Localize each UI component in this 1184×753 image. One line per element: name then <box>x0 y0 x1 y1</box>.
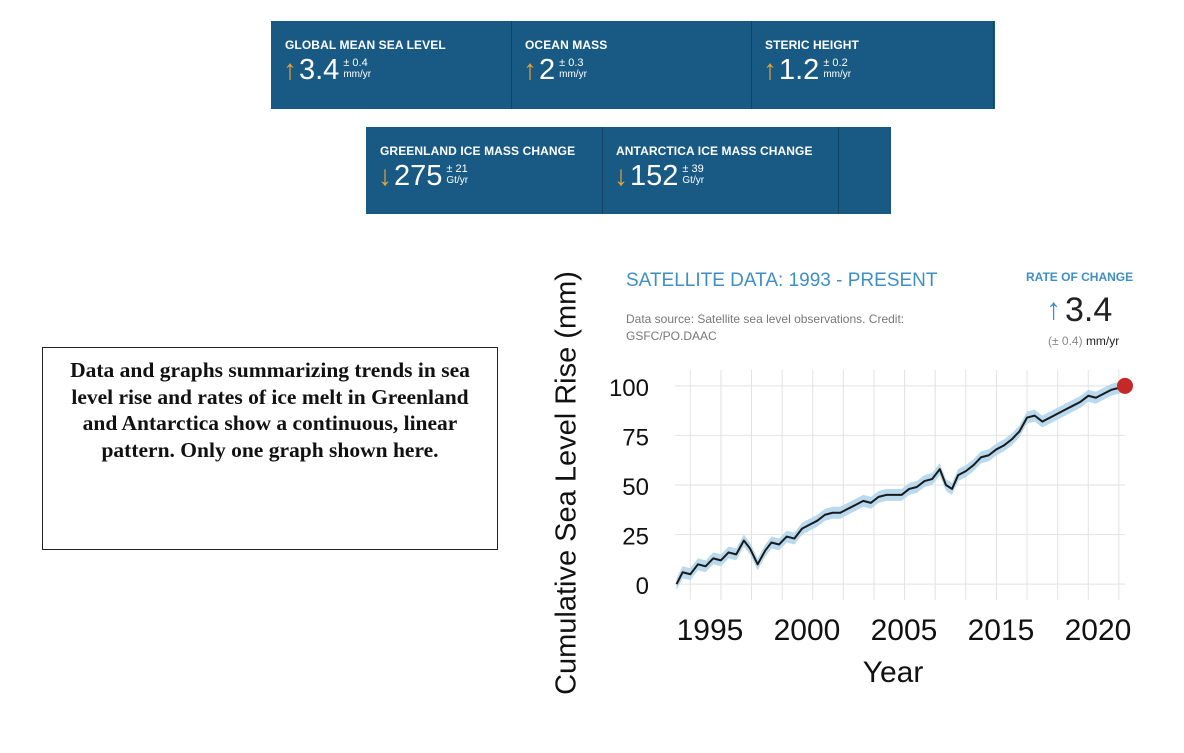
tile-uncertainty: ± 0.2 <box>823 57 848 69</box>
tile-value: 275 <box>394 160 443 192</box>
latest-point-marker <box>1117 377 1133 394</box>
arrow-up-icon: ↑ <box>1046 293 1061 326</box>
tile-label: OCEAN MASS <box>525 38 608 52</box>
rate-unit: mm/yr <box>1085 334 1120 348</box>
tile-label: ANTARCTICA ICE MASS CHANGE <box>616 144 813 158</box>
arrow-down-icon: ↓ <box>378 160 392 191</box>
tile-uncertainty: ± 0.3 <box>559 57 584 69</box>
arrow-up-icon: ↑ <box>283 54 297 85</box>
x-tick-label: 2000 <box>774 614 841 647</box>
tile-ocean-mass[interactable]: OCEAN MASS ↑ 2 ± 0.3 mm/yr <box>511 21 752 109</box>
x-tick-label: 2015 <box>968 614 1035 647</box>
y-tick-label: 25 <box>622 524 649 551</box>
rate-of-change-label: RATE OF CHANGE <box>1026 270 1134 284</box>
tile-unit: mm/yr <box>823 69 852 80</box>
chart-title: SATELLITE DATA: 1993 - PRESENT <box>626 270 938 291</box>
tile-steric-height[interactable]: STERIC HEIGHT ↑ 1.2 ± 0.2 mm/yr <box>751 21 994 109</box>
data-source-credit: Data source: Satellite sea level observa… <box>626 312 905 343</box>
arrow-up-icon: ↑ <box>763 54 777 85</box>
sea-level-line <box>675 384 1126 585</box>
tile-greenland-ice-mass[interactable]: GREENLAND ICE MASS CHANGE ↓ 275 ± 21 Gt/y… <box>366 127 603 214</box>
tile-global-mean-sea-level[interactable]: GLOBAL MEAN SEA LEVEL ↑ 3.4 ± 0.4 mm/yr <box>271 21 512 109</box>
rate-uncertainty: (± 0.4) mm/yr <box>1048 334 1120 348</box>
rate-of-change-value: ↑ 3.4 <box>1046 290 1112 330</box>
tile-label: GREENLAND ICE MASS CHANGE <box>380 144 576 158</box>
tile-unit: mm/yr <box>343 69 372 80</box>
tile-unit: Gt/yr <box>446 175 469 186</box>
tile-uncertainty: ± 0.4 <box>343 57 368 69</box>
y-tick-label: 50 <box>622 474 649 501</box>
tile-value: 152 <box>630 160 679 192</box>
x-tick-label: 1995 <box>677 614 744 647</box>
tile-value: 1.2 <box>779 54 820 86</box>
x-tick-label: 2020 <box>1065 614 1132 647</box>
x-tick-label: 2005 <box>871 614 938 647</box>
rate-number: 3.4 <box>1065 291 1113 329</box>
x-axis-title: Year <box>862 656 924 689</box>
arrow-down-icon: ↓ <box>614 160 628 191</box>
summary-note-box: Data and graphs summarizing trends in se… <box>42 347 498 550</box>
tile-unit: Gt/yr <box>682 175 705 186</box>
tile-uncertainty: ± 21 <box>446 163 468 175</box>
y-tick-label: 0 <box>636 573 649 600</box>
y-tick-label: 100 <box>609 375 649 402</box>
indicators-panel-row2: GREENLAND ICE MASS CHANGE ↓ 275 ± 21 Gt/y… <box>366 127 891 214</box>
tile-value: 3.4 <box>299 54 340 86</box>
tile-label: STERIC HEIGHT <box>765 38 859 52</box>
tile-antarctica-ice-mass[interactable]: ANTARCTICA ICE MASS CHANGE ↓ 152 ± 39 Gt/… <box>602 127 839 214</box>
y-tick-label: 75 <box>622 424 649 451</box>
tile-uncertainty: ± 39 <box>682 163 704 175</box>
tile-value: 2 <box>539 54 556 86</box>
tile-unit: mm/yr <box>559 69 587 80</box>
tile-label: GLOBAL MEAN SEA LEVEL <box>285 38 446 52</box>
indicators-panel-row1: GLOBAL MEAN SEA LEVEL ↑ 3.4 ± 0.4 mm/yr O… <box>271 21 995 109</box>
arrow-up-icon: ↑ <box>523 54 537 85</box>
